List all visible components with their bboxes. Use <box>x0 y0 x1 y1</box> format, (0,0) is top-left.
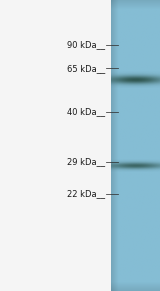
Text: 40 kDa__: 40 kDa__ <box>67 108 105 116</box>
Text: 29 kDa__: 29 kDa__ <box>67 157 105 166</box>
Text: 22 kDa__: 22 kDa__ <box>67 189 105 198</box>
Text: 65 kDa__: 65 kDa__ <box>67 64 105 73</box>
Text: 90 kDa__: 90 kDa__ <box>67 41 105 49</box>
